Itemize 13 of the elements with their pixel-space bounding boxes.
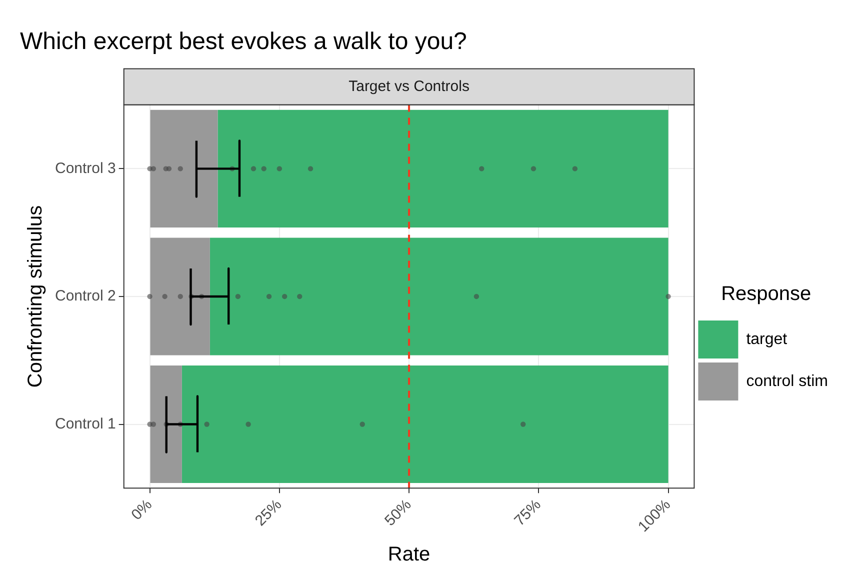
y-tick-label: Control 2	[54, 288, 116, 305]
legend-label: control stim	[746, 372, 828, 390]
y-tick-label: Control 3	[54, 160, 116, 177]
x-axis-title: Rate	[388, 544, 430, 566]
legend-title: Response	[721, 283, 812, 306]
x-tick-label: 50%	[382, 496, 415, 530]
chart-subtitle: Target vs Controls	[348, 78, 470, 95]
y-axis-title: Confronting stimulus	[24, 205, 47, 388]
y-tick-label: Control 1	[54, 415, 116, 432]
x-tick-label: 0%	[128, 496, 156, 524]
x-tick-label: 75%	[511, 496, 544, 530]
chart-title: Which excerpt best evokes a walk to you?	[20, 28, 467, 56]
legend-label: target	[746, 330, 788, 348]
